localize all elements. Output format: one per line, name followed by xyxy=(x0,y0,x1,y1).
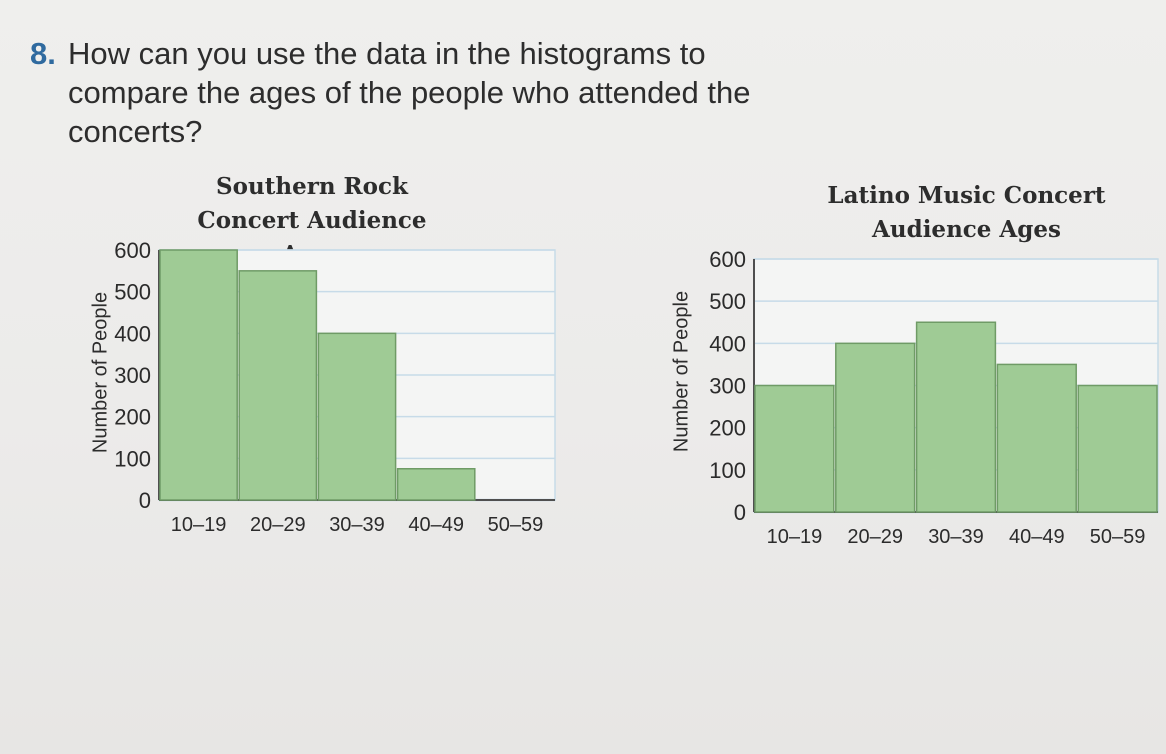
bar-50-59 xyxy=(1077,384,1158,513)
y-tick-label: 0 xyxy=(734,500,746,525)
y-tick-label: 100 xyxy=(709,458,746,483)
y-tick-label: 100 xyxy=(114,446,151,471)
latino-music-plot: 0 100 200 300 400 500 600 10–19 20–29 30–39 40–49 5… xyxy=(709,247,1159,548)
latino-music-chart-title: Latino Music Concert Audience Ages xyxy=(827,182,1106,243)
y-tick-label: 400 xyxy=(114,321,151,346)
bar-40-49 xyxy=(396,468,476,501)
x-tick-label: 10–19 xyxy=(171,514,227,536)
y-tick-label: 600 xyxy=(709,247,746,272)
latino-music-chart: Latino Music Concert Audience Ages Numbe… xyxy=(654,176,1166,566)
y-tick-label: 300 xyxy=(114,363,151,388)
y-tick-label: 200 xyxy=(114,405,151,430)
y-tick-label: 500 xyxy=(114,280,151,305)
y-tick-label: 600 xyxy=(114,238,151,263)
y-tick-label: 0 xyxy=(139,488,151,513)
southern-rock-chart: Southern Rock Concert Audience Ages Numb… xyxy=(82,170,582,550)
x-tick-label: 50–59 xyxy=(1090,526,1146,548)
y-tick-label: 200 xyxy=(709,416,746,441)
bar-40-49 xyxy=(996,363,1077,513)
y-tick-label: 500 xyxy=(709,289,746,314)
bar-30-39 xyxy=(915,321,997,513)
x-tick-label: 10–19 xyxy=(767,526,823,548)
bar-30-39 xyxy=(317,332,397,501)
question-number: 8. xyxy=(30,36,56,71)
x-tick-label: 40–49 xyxy=(408,514,464,536)
bar-10-19 xyxy=(159,249,238,501)
x-tick-label: 20–29 xyxy=(250,514,306,536)
x-tick-label: 20–29 xyxy=(847,526,903,548)
y-tick-label: 300 xyxy=(709,374,746,399)
question-block: 8. How can you use the data in the histo… xyxy=(30,34,790,151)
question-text: How can you use the data in the histogra… xyxy=(68,36,751,149)
bar-20-29 xyxy=(835,342,916,513)
southern-rock-plot: 0 100 200 300 400 500 600 10–19 20–29 30–39 40–49 5… xyxy=(114,238,556,536)
x-tick-label: 40–49 xyxy=(1009,526,1065,548)
southern-rock-chart-title: Southern Rock Concert Audience Ages xyxy=(197,173,427,268)
y-tick-label: 400 xyxy=(709,331,746,356)
x-tick-label: 30–39 xyxy=(928,526,984,548)
x-tick-label: 50–59 xyxy=(488,514,544,536)
bar-20-29 xyxy=(238,270,318,501)
bar-10-19 xyxy=(754,384,835,513)
x-tick-label: 30–39 xyxy=(329,514,385,536)
